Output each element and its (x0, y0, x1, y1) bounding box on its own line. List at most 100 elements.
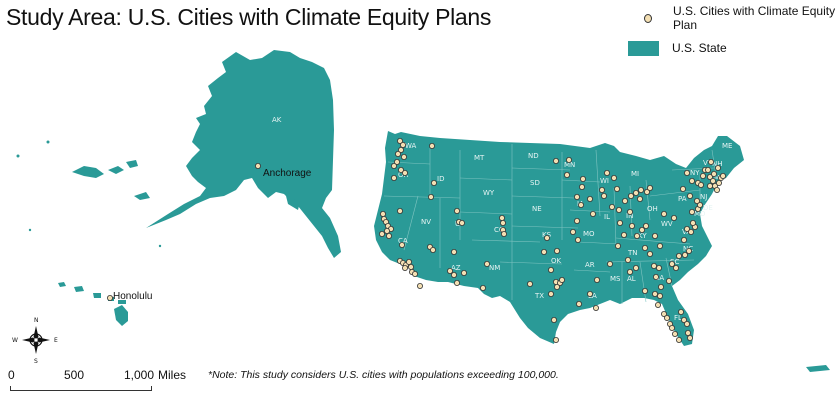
city-point (657, 292, 664, 299)
state-label-wa: WA (405, 142, 417, 150)
city-point (642, 287, 649, 294)
city-point (398, 241, 405, 248)
scale-unit: Miles (158, 368, 187, 382)
north-arrow-w: W (12, 337, 18, 344)
scale-bar-line (10, 386, 152, 391)
city-point (453, 279, 460, 286)
state-label-ok: OK (551, 257, 562, 265)
state-label-va: VA (682, 228, 691, 236)
state-label-ms: MS (610, 275, 621, 283)
city-point (587, 290, 594, 297)
scale-tick-0: 0 (8, 368, 15, 382)
city-point (684, 320, 691, 327)
state-label-oh: OH (647, 205, 658, 213)
state-label-wv: WV (661, 220, 673, 228)
city-point (672, 330, 679, 337)
city-point (379, 210, 386, 217)
state-label-me: ME (722, 142, 732, 150)
state-label-sc: SC (670, 258, 679, 266)
city-point (450, 248, 457, 255)
city-point (638, 186, 645, 193)
city-point (652, 290, 659, 297)
city-point (639, 226, 646, 233)
city-point (576, 300, 583, 307)
city-point (633, 264, 640, 271)
city-point (580, 175, 587, 182)
city-point (669, 324, 676, 331)
state-label-md: MD (694, 210, 705, 218)
state-label-la: LA (588, 292, 597, 300)
state-label-nj: NJ (700, 193, 707, 201)
footnote: *Note: This study considers U.S. cities … (208, 369, 559, 381)
city-point (621, 231, 628, 238)
city-point (616, 206, 623, 213)
city-point (688, 228, 695, 235)
city-point (607, 260, 614, 267)
city-point (714, 186, 721, 193)
city-point (397, 166, 404, 173)
city-point (720, 172, 727, 179)
city-point-icon (644, 13, 653, 23)
state-label-vt: VT (703, 159, 713, 167)
city-point (394, 150, 401, 157)
city-point (397, 146, 404, 153)
city-point (574, 193, 581, 200)
state-label-nm: NM (489, 264, 500, 272)
city-point (707, 173, 714, 180)
city-point (601, 192, 608, 199)
city-point (686, 247, 693, 254)
city-point (689, 177, 696, 184)
city-point (450, 271, 457, 278)
state-label-ak: AK (272, 116, 282, 124)
state-label-ks: KS (542, 231, 552, 239)
city-point (614, 185, 621, 192)
city-point (694, 197, 701, 204)
city-point (453, 207, 460, 214)
city-point (652, 232, 659, 239)
city-point (680, 185, 687, 192)
city-point (590, 210, 597, 217)
city-point (700, 172, 707, 179)
city-point (446, 267, 453, 274)
city-point (548, 266, 555, 273)
city-point (625, 256, 632, 263)
state-label-co: CO (494, 226, 505, 234)
city-point (627, 268, 634, 275)
city-point (673, 264, 680, 271)
city-point (633, 189, 640, 196)
state-label-ga: GA (654, 274, 664, 282)
city-point (553, 157, 560, 164)
city-point (566, 156, 573, 163)
north-arrow-e: E (54, 337, 58, 344)
city-point (390, 174, 397, 181)
city-point (401, 264, 408, 271)
city-point (611, 174, 618, 181)
city-point (716, 179, 723, 186)
legend: U.S. Cities with Climate Equity Plan U.S… (628, 4, 836, 56)
alaska-shape (16, 50, 341, 258)
city-point (385, 232, 392, 239)
puerto-rico-shape (806, 365, 830, 372)
city-point (642, 244, 649, 251)
city-point (705, 166, 712, 173)
contiguous-us-shape (374, 131, 744, 346)
state-label-fl: FL (674, 314, 682, 322)
north-arrow: N S W E (12, 317, 58, 365)
city-point (500, 230, 507, 237)
state-swatch-icon (628, 40, 659, 56)
city-point (544, 234, 551, 241)
north-arrow-n: N (34, 317, 39, 324)
city-point (653, 273, 660, 280)
city-point (676, 336, 683, 343)
city-point (593, 304, 600, 311)
hawaii-shape (58, 282, 128, 326)
city-point (657, 242, 664, 249)
city-point (498, 214, 505, 221)
city-point (570, 228, 577, 235)
state-label-mt: MT (474, 154, 485, 162)
city-point (617, 219, 624, 226)
north-arrow-s: S (34, 358, 38, 365)
city-point (554, 247, 561, 254)
city-point (430, 179, 437, 186)
state-label-de: DE (703, 204, 713, 212)
